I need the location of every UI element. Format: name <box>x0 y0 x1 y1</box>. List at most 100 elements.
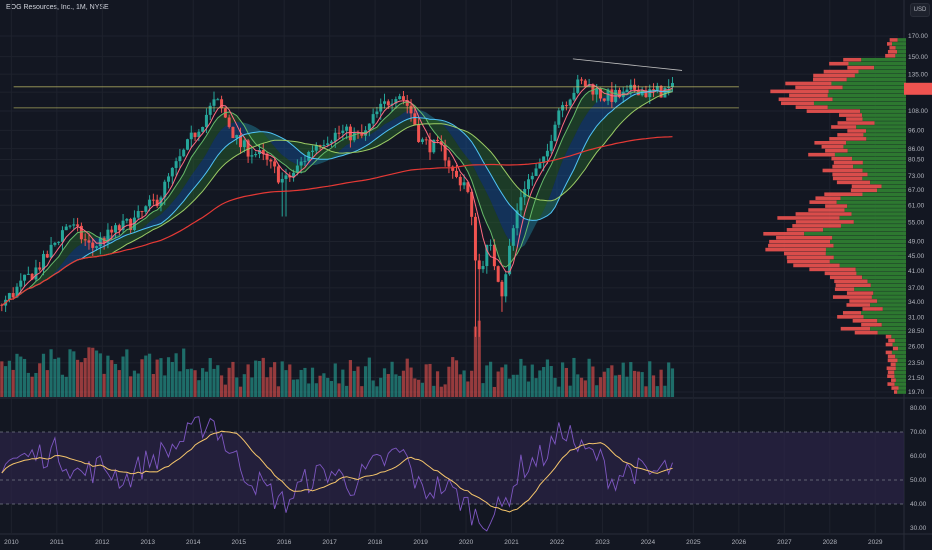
volume-profile-bar <box>827 105 906 109</box>
volume-profile-bar <box>813 101 906 106</box>
volume-bar <box>382 368 387 397</box>
volume-bar <box>4 366 8 397</box>
volume-profile-bar <box>870 283 906 287</box>
volume-profile-bar <box>850 188 878 193</box>
volume-profile-bar <box>809 200 837 204</box>
volume-profile-bar <box>871 295 906 299</box>
candle-body <box>136 211 140 218</box>
volume-bar <box>413 378 417 397</box>
candle-body <box>439 141 443 145</box>
candle-body <box>106 229 110 243</box>
volume-bar <box>636 371 640 397</box>
volume-profile-bar <box>892 346 899 351</box>
volume-bar <box>22 358 27 397</box>
volume-bar <box>79 362 83 397</box>
price-tick-label: 49.00 <box>908 239 925 246</box>
time-tick-label: 2013 <box>141 539 156 546</box>
volume-profile-bar <box>765 247 826 252</box>
volume-profile-bar <box>898 346 906 351</box>
volume-profile-bar <box>827 93 906 98</box>
volume-profile-bar <box>846 303 871 307</box>
volume-bar <box>352 370 356 397</box>
axes: 170.00150.00135.00121.00108.0096.0086.00… <box>4 33 932 546</box>
volume-bar <box>64 376 68 397</box>
candle-body <box>515 210 519 229</box>
candle-body <box>523 188 527 198</box>
candle-body <box>227 117 231 127</box>
candle-body <box>314 145 318 151</box>
candle-body <box>617 89 621 98</box>
volume-bar <box>121 356 125 397</box>
volume-bar <box>496 371 500 397</box>
volume-bar <box>45 370 49 397</box>
volume-profile-bar <box>804 231 906 236</box>
volume-bar <box>606 368 610 397</box>
volume-bar <box>576 374 580 397</box>
rsi-tick-label: 30.00 <box>910 525 927 532</box>
volume-profile-bar <box>789 93 828 98</box>
candle-body <box>394 99 398 104</box>
volume-bar <box>553 377 557 397</box>
volume-bar <box>117 370 121 397</box>
volume-profile-bar <box>874 121 906 125</box>
volume-bar <box>303 367 307 397</box>
volume-bar <box>602 371 606 397</box>
volume-profile-bar <box>895 46 906 50</box>
volume-profile-bar <box>831 156 853 161</box>
volume-bar <box>526 381 531 397</box>
candle-body <box>15 286 19 298</box>
volume-profile-bar <box>823 228 906 232</box>
candle-body <box>545 150 549 157</box>
volume-profile-bar <box>894 370 906 375</box>
candle-body <box>587 84 591 87</box>
candle-body <box>269 159 273 162</box>
candle-body <box>117 225 121 231</box>
candle-body <box>273 161 277 167</box>
volume-bar <box>447 366 451 397</box>
volume-bar <box>545 359 550 397</box>
volume-bar <box>405 358 409 397</box>
candle-body <box>576 79 580 93</box>
volume-bar <box>523 365 527 397</box>
candle-body <box>390 103 394 106</box>
candle-body <box>11 293 15 298</box>
candle-body <box>53 242 57 245</box>
volume-bar <box>212 368 216 397</box>
candle-body <box>242 140 246 148</box>
volume-profile-bar <box>846 117 863 121</box>
candle-body <box>633 84 637 90</box>
volume-bar <box>201 368 205 397</box>
volume-profile-bar <box>843 144 906 149</box>
candle-body <box>496 266 500 282</box>
price-tick-label: 108.00 <box>908 108 928 115</box>
candle-body <box>26 273 30 275</box>
candle-body <box>333 132 337 142</box>
volume-profile-bar <box>853 164 906 169</box>
candle-body <box>568 99 572 106</box>
volume-profile-bar <box>842 311 862 315</box>
volume-profile-bar <box>862 176 906 181</box>
ma-line-slow <box>1 91 673 306</box>
time-tick-label: 2023 <box>595 539 610 546</box>
candle-body <box>564 105 568 107</box>
candle-body <box>322 144 326 146</box>
candle-body <box>477 260 481 270</box>
volume-profile-bar <box>834 152 906 157</box>
volume-bar <box>310 367 315 397</box>
volume-profile-bar <box>784 251 826 256</box>
candle-body <box>644 90 648 98</box>
volume-bar <box>136 373 140 397</box>
volume-profile-bar <box>849 299 878 303</box>
volume-profile-bar <box>887 42 893 46</box>
volume-profile-bar <box>839 216 906 220</box>
price-tick-label: 26.00 <box>908 343 925 350</box>
volume-bar <box>83 358 87 397</box>
candle-body <box>91 242 95 248</box>
volume-profile-bar <box>813 73 855 78</box>
currency-button[interactable]: USD <box>910 3 930 17</box>
candle-body <box>235 135 239 139</box>
volume-bar <box>227 367 231 397</box>
candle-body <box>526 179 530 189</box>
volume-profile-bar <box>860 109 906 113</box>
